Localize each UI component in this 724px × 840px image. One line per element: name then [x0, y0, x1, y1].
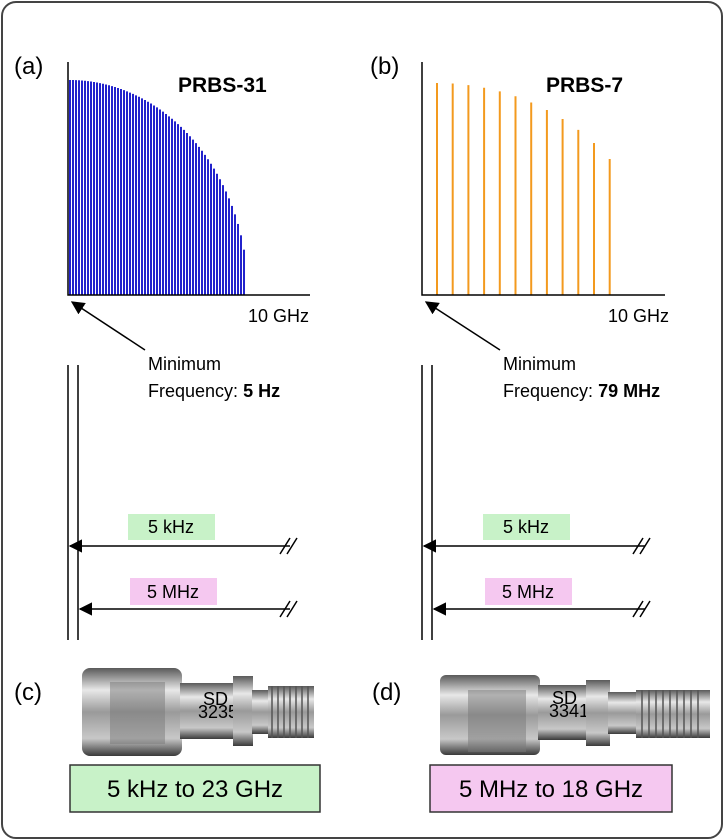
label-box	[128, 514, 215, 540]
cutoff-label: 5 MHz	[502, 582, 554, 602]
pointer-arrow	[424, 301, 501, 351]
panel-label: (b)	[370, 53, 399, 80]
panel-title: PRBS-31	[178, 74, 267, 97]
note: Frequency: 5 Hz	[148, 381, 280, 401]
axis-end-label: 10 GHz	[608, 306, 669, 326]
label-box	[485, 578, 572, 605]
range-box	[429, 764, 673, 813]
note-value: 5 Hz	[243, 381, 280, 401]
panel-label: (c)	[14, 679, 42, 706]
range-label: 5 kHz to 23 GHz	[107, 776, 283, 803]
adapter-photo: SD 3235	[82, 668, 314, 756]
note: Frequency: 79 MHz	[503, 381, 660, 401]
range-box	[69, 764, 321, 813]
break-mark	[279, 600, 298, 618]
break-mark	[279, 537, 298, 555]
break-mark	[632, 537, 651, 555]
note: Minimum	[148, 354, 221, 374]
note: Frequency:	[503, 381, 593, 401]
label-box	[130, 578, 217, 605]
panel-title: PRBS-7	[546, 74, 623, 97]
note-value: 79 MHz	[598, 381, 660, 401]
svg-text:SD: SD	[203, 689, 228, 709]
note: Frequency:	[148, 381, 238, 401]
svg-text:SD: SD	[552, 688, 577, 708]
range-label: 5 MHz to 18 GHz	[459, 776, 643, 803]
axis-end-label: 10 GHz	[248, 306, 309, 326]
adapter-photo: SD 3341	[440, 675, 710, 755]
cutoff-label: 5 kHz	[148, 517, 194, 537]
pointer-arrow	[70, 301, 146, 351]
cutoff-label: 5 MHz	[147, 582, 199, 602]
axes	[421, 62, 665, 296]
spectra	[69, 80, 611, 295]
cutoff-label: 5 kHz	[503, 517, 549, 537]
note: Minimum	[503, 354, 576, 374]
panel-label: (a)	[14, 53, 43, 80]
panel-label: (d)	[372, 679, 401, 706]
break-mark	[632, 600, 651, 618]
label-box	[483, 514, 570, 540]
svg-text:3341: 3341	[549, 701, 589, 721]
axes	[67, 62, 310, 296]
svg-text:3235: 3235	[198, 702, 238, 722]
